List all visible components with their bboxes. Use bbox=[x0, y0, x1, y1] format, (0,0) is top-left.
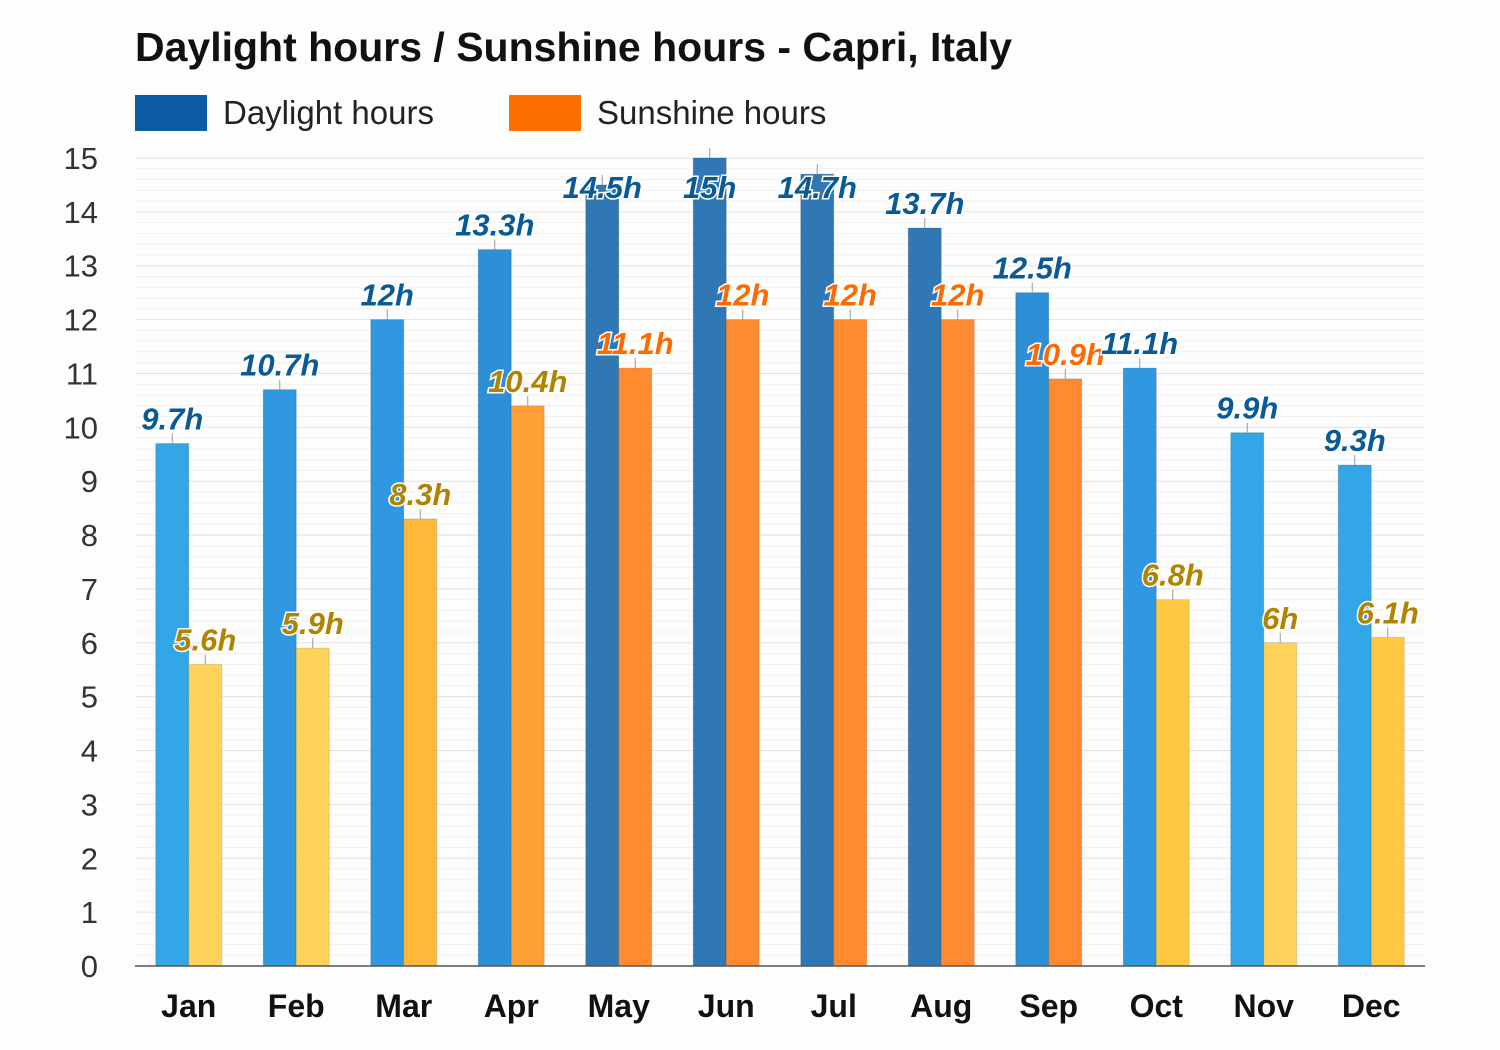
y-tick-label: 0 bbox=[81, 949, 98, 984]
data-label-sunshine: 10.9h bbox=[1026, 337, 1105, 372]
data-label-daylight: 10.7h bbox=[240, 348, 319, 383]
y-tick-label: 14 bbox=[64, 195, 98, 230]
x-tick-label: Aug bbox=[910, 988, 972, 1024]
legend-label-daylight: Daylight hours bbox=[223, 94, 434, 131]
legend-label-sunshine: Sunshine hours bbox=[597, 94, 827, 131]
data-label-daylight: 13.7h bbox=[885, 186, 964, 221]
x-tick-label: Jan bbox=[161, 988, 216, 1024]
x-tick-label: Mar bbox=[375, 988, 432, 1024]
bar-sunshine bbox=[1370, 636, 1405, 967]
data-label-daylight: 12h bbox=[361, 278, 414, 313]
legend-item-sunshine[interactable]: Sunshine hours bbox=[509, 94, 827, 131]
bar-daylight bbox=[585, 184, 620, 967]
data-label-sunshine: 12h bbox=[824, 278, 877, 313]
x-tick-label: Jul bbox=[811, 988, 857, 1024]
y-tick-label: 7 bbox=[81, 572, 98, 607]
data-label-daylight: 13.3h bbox=[455, 208, 534, 243]
data-label-sunshine: 11.1h bbox=[597, 326, 674, 361]
x-tick-label: Sep bbox=[1019, 988, 1078, 1024]
legend-swatch-sunshine bbox=[509, 95, 581, 131]
bar-daylight bbox=[262, 389, 297, 967]
bar-daylight bbox=[907, 227, 942, 967]
x-tick-label: Nov bbox=[1234, 988, 1295, 1024]
y-tick-label: 8 bbox=[81, 518, 98, 553]
data-label-daylight: 9.3h bbox=[1324, 423, 1386, 458]
x-tick-label: May bbox=[588, 988, 650, 1024]
bar-sunshine bbox=[1048, 378, 1083, 967]
y-tick-label: 13 bbox=[64, 249, 98, 284]
y-tick-label: 2 bbox=[81, 841, 98, 876]
bar-sunshine bbox=[1155, 599, 1190, 967]
data-label-sunshine: 8.3h bbox=[389, 477, 451, 512]
data-label-sunshine: 5.9h bbox=[282, 606, 344, 641]
data-label-daylight: 9.7h bbox=[141, 401, 203, 436]
bar-daylight bbox=[1337, 464, 1372, 967]
data-label-sunshine: 5.6h bbox=[174, 622, 236, 657]
y-tick-label: 10 bbox=[64, 410, 98, 445]
x-tick-label: Feb bbox=[268, 988, 325, 1024]
data-label-daylight: 11.1h bbox=[1101, 326, 1178, 361]
bar-daylight bbox=[1122, 367, 1157, 967]
data-label-sunshine: 12h bbox=[931, 278, 984, 313]
data-label-sunshine: 6h bbox=[1262, 601, 1298, 636]
data-label-daylight: 9.9h bbox=[1216, 391, 1278, 426]
bar-daylight bbox=[1015, 292, 1050, 967]
y-tick-label: 12 bbox=[64, 303, 98, 338]
y-tick-label: 9 bbox=[81, 464, 98, 499]
bar-daylight bbox=[477, 249, 512, 967]
x-tick-label: Apr bbox=[484, 988, 539, 1024]
y-tick-label: 5 bbox=[81, 680, 98, 715]
data-label-daylight: 14.5h bbox=[563, 170, 642, 205]
bar-daylight bbox=[155, 442, 190, 967]
bar-sunshine bbox=[833, 319, 868, 967]
x-tick-label: Dec bbox=[1342, 988, 1401, 1024]
data-label-daylight: 12.5h bbox=[993, 251, 1072, 286]
bar-sunshine bbox=[188, 663, 223, 967]
bar-sunshine bbox=[403, 518, 438, 967]
bar-sunshine bbox=[940, 319, 975, 967]
bar-sunshine bbox=[295, 647, 330, 967]
y-tick-label: 3 bbox=[81, 787, 98, 822]
data-label-sunshine: 10.4h bbox=[488, 364, 567, 399]
data-label-daylight: 15h bbox=[683, 170, 736, 205]
data-label-sunshine: 12h bbox=[716, 278, 769, 313]
bar-sunshine bbox=[618, 367, 653, 967]
bar-sunshine bbox=[510, 405, 545, 967]
y-tick-label: 15 bbox=[64, 141, 98, 176]
bar-sunshine bbox=[725, 319, 760, 967]
y-tick-label: 6 bbox=[81, 626, 98, 661]
bar-sunshine bbox=[1263, 642, 1298, 967]
bar-daylight bbox=[370, 319, 405, 967]
legend-swatch-daylight bbox=[135, 95, 207, 131]
y-tick-label: 1 bbox=[81, 895, 98, 930]
x-tick-label: Jun bbox=[698, 988, 755, 1024]
bar-daylight bbox=[1230, 432, 1265, 967]
data-label-sunshine: 6.1h bbox=[1357, 595, 1419, 630]
data-label-sunshine: 6.8h bbox=[1142, 558, 1204, 593]
data-label-daylight: 14.7h bbox=[778, 170, 857, 205]
chart-title: Daylight hours / Sunshine hours - Capri,… bbox=[135, 24, 1013, 70]
x-tick-label: Oct bbox=[1130, 988, 1184, 1024]
y-tick-label: 11 bbox=[66, 356, 98, 391]
legend-item-daylight[interactable]: Daylight hours bbox=[135, 94, 434, 131]
y-tick-label: 4 bbox=[81, 734, 98, 769]
